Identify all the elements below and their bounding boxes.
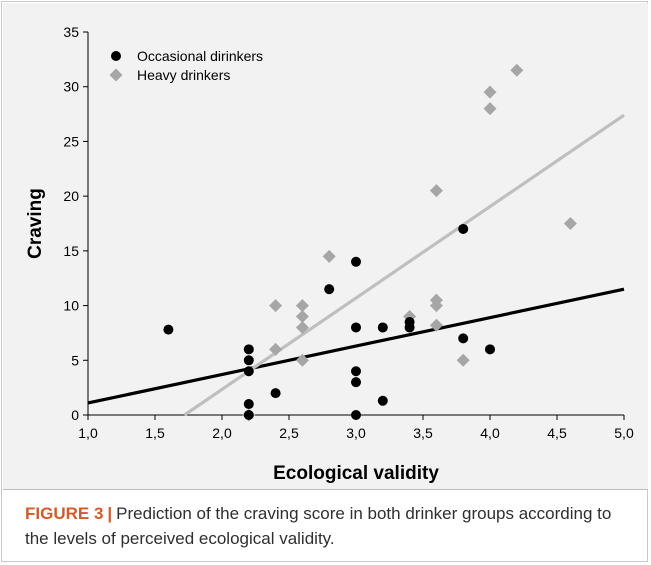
x-tick-label: 3,0 bbox=[346, 425, 366, 441]
heavy-drinker-point bbox=[483, 85, 497, 99]
occasional-drinker-point bbox=[377, 395, 388, 406]
occasional-drinker-point bbox=[351, 377, 361, 388]
caption-label: FIGURE 3 bbox=[25, 504, 104, 523]
trendline-occasional bbox=[87, 287, 625, 405]
trendline-heavy bbox=[183, 113, 625, 417]
caption-divider bbox=[3, 489, 648, 490]
x-axis-ticks: 1,0 1,5 2,0 2,5 3,0 3,5 4,0 4,5 5,0 bbox=[78, 415, 634, 441]
x-tick-label: 5,0 bbox=[614, 425, 634, 441]
x-tick-label: 2,5 bbox=[279, 425, 299, 441]
y-axis-title: Craving bbox=[25, 188, 46, 259]
y-tick-label: 35 bbox=[63, 24, 79, 40]
occasional-drinker-point bbox=[351, 366, 361, 377]
occasional-drinker-point bbox=[458, 223, 469, 234]
heavy-drinker-point bbox=[295, 299, 309, 313]
y-tick-label: 15 bbox=[63, 243, 79, 259]
x-tick-label: 1,0 bbox=[78, 425, 98, 441]
occasional-drinker-point bbox=[485, 344, 495, 355]
caption-text: Prediction of the craving score in both … bbox=[25, 504, 612, 548]
legend-marker-occasional bbox=[111, 51, 121, 61]
heavy-drinker-point bbox=[456, 353, 470, 367]
figure-caption: FIGURE 3 | Prediction of the craving score… bbox=[25, 501, 635, 551]
occasional-drinker-point bbox=[351, 256, 361, 267]
heavy-drinker-point bbox=[295, 320, 309, 334]
y-tick-label: 10 bbox=[63, 298, 79, 314]
chart-axes: 0 5 10 15 20 25 30 35 1,0 1,5 2,0 2,5 3,0 3,5 4,0 4,5 5… bbox=[63, 24, 634, 441]
heavy-drinker-point bbox=[295, 353, 309, 367]
scatter-chart: 0 5 10 15 20 25 30 35 1,0 1,5 2,0 2,5 3,0 3,5 4,0 4,5 5… bbox=[25, 24, 634, 484]
heavy-drinker-point bbox=[563, 217, 577, 230]
legend-marker-heavy bbox=[109, 68, 123, 82]
occasional-drinker-point bbox=[243, 344, 254, 355]
legend-label-heavy: Heavy drinkers bbox=[137, 67, 230, 83]
y-tick-label: 25 bbox=[63, 133, 79, 149]
heavy-drinker-point bbox=[429, 184, 443, 198]
occasional-drinker-point bbox=[243, 410, 254, 420]
x-tick-label: 4,0 bbox=[480, 425, 500, 441]
occasional-drinker-point bbox=[270, 388, 281, 399]
occasional-drinker-point bbox=[243, 366, 254, 377]
x-tick-label: 3,5 bbox=[413, 425, 433, 441]
occasional-drinker-point bbox=[377, 322, 388, 333]
heavy-drinker-point bbox=[269, 299, 283, 313]
y-tick-label: 20 bbox=[63, 188, 79, 204]
x-tick-label: 1,5 bbox=[145, 425, 165, 441]
x-axis-title: Ecological validity bbox=[273, 463, 439, 484]
heavy-drinker-point bbox=[269, 342, 283, 356]
heavy-drinker-point bbox=[510, 63, 524, 77]
heavy-drinker-point bbox=[429, 318, 443, 332]
caption-separator: | bbox=[107, 504, 113, 523]
y-tick-label: 0 bbox=[71, 407, 79, 423]
x-tick-label: 2,0 bbox=[212, 425, 232, 441]
y-axis-ticks: 0 5 10 15 20 25 30 35 bbox=[63, 24, 88, 423]
occasional-drinker-point bbox=[163, 324, 174, 335]
occasional-drinker-point bbox=[404, 322, 415, 333]
heavy-drinker-point bbox=[483, 102, 497, 116]
occasional-drinker-point bbox=[243, 399, 254, 410]
x-tick-label: 4,5 bbox=[547, 425, 567, 441]
occasional-drinker-point bbox=[324, 284, 335, 295]
heavy-drinker-point bbox=[322, 249, 336, 263]
plot-background bbox=[3, 3, 648, 489]
y-tick-label: 30 bbox=[63, 79, 79, 95]
occasional-drinker-point bbox=[243, 355, 254, 366]
occasional-drinker-point bbox=[458, 333, 469, 344]
occasional-drinker-point bbox=[351, 322, 361, 333]
trendlines bbox=[87, 113, 625, 417]
data-markers bbox=[163, 63, 577, 422]
heavy-drinker-point bbox=[429, 299, 443, 313]
heavy-drinker-point bbox=[295, 310, 309, 324]
legend-label-occasional: Occasional dirinkers bbox=[137, 48, 263, 64]
occasional-drinker-point bbox=[351, 410, 361, 420]
y-tick-label: 5 bbox=[71, 352, 79, 368]
chart-legend: Occasional dirinkers Heavy drinkers bbox=[109, 48, 263, 83]
